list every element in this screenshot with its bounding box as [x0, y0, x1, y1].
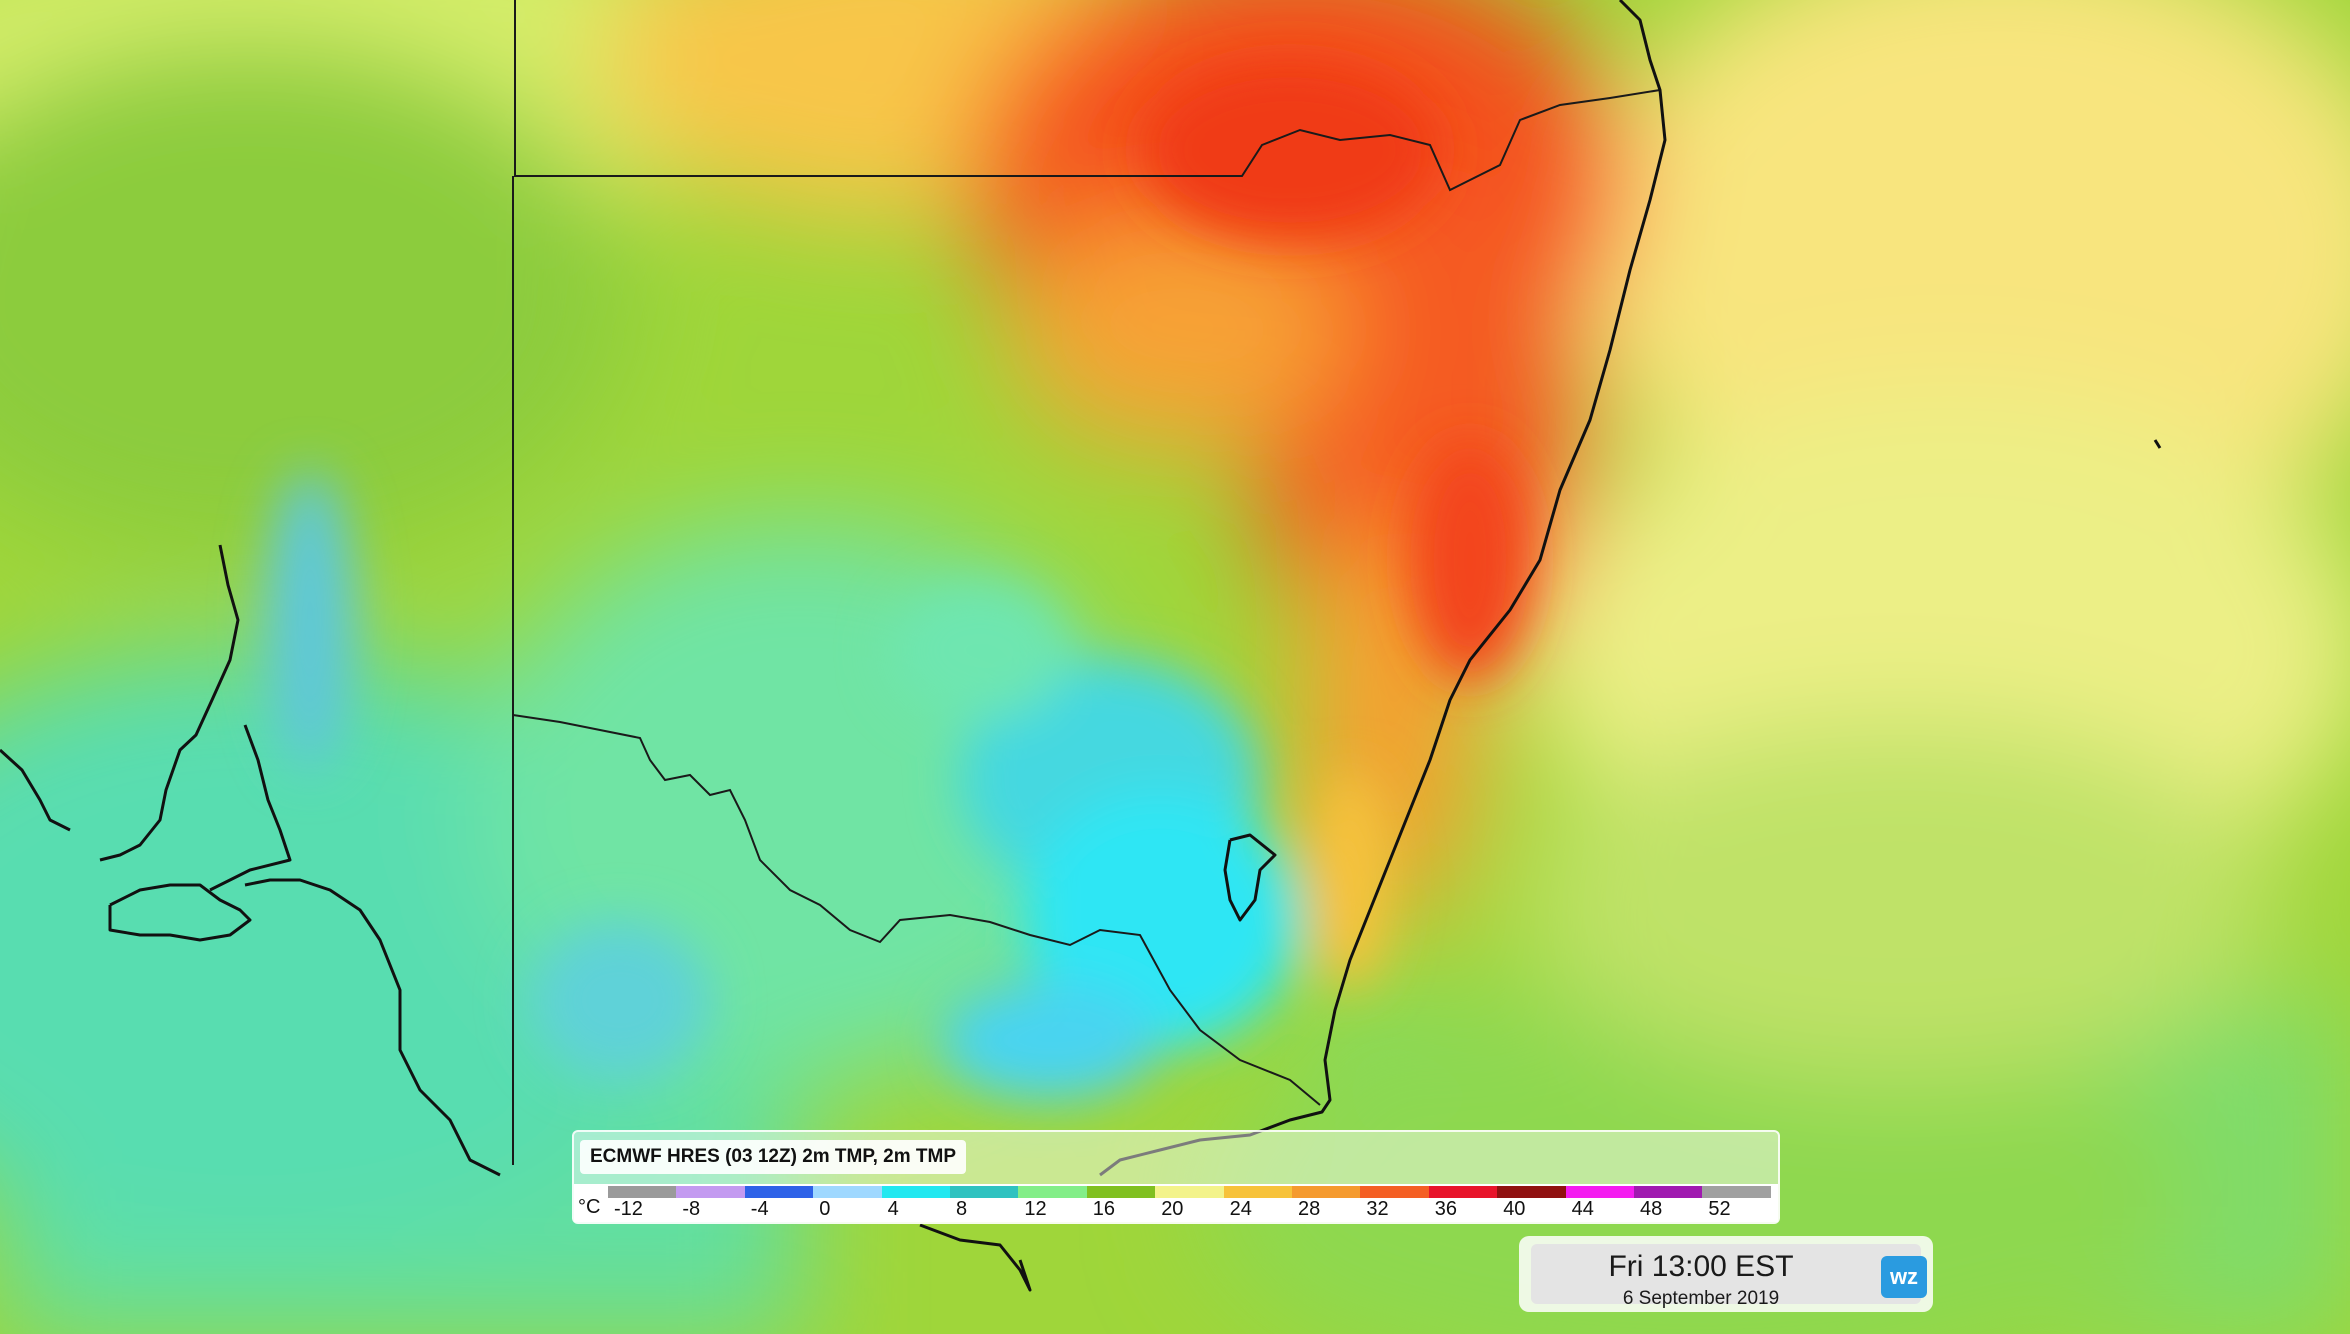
- legend-tick-label: 36: [1434, 1198, 1458, 1220]
- coastline: [0, 0, 2162, 1292]
- legend-tick-label: -8: [682, 1198, 701, 1220]
- legend-swatch: [1223, 1186, 1292, 1198]
- legend-tick-label: -12: [614, 1198, 643, 1220]
- legend-unit: °C: [578, 1196, 601, 1218]
- legend-swatch: [1497, 1186, 1566, 1198]
- legend-tick-label: 16: [1092, 1198, 1116, 1220]
- legend-tick-label: 4: [887, 1198, 899, 1220]
- legend-swatch: [1155, 1186, 1224, 1198]
- legend-tick-label: -4: [750, 1198, 769, 1220]
- legend-tick-label: 44: [1571, 1198, 1594, 1220]
- valid-date: 6 September 2019: [1622, 1288, 1780, 1309]
- legend-tick-label: 48: [1640, 1198, 1663, 1220]
- legend-swatch: [881, 1186, 950, 1198]
- legend-swatch: [1360, 1186, 1429, 1198]
- state-borders: [512, 0, 1661, 1165]
- legend-tick-label: 40: [1503, 1198, 1526, 1220]
- legend-swatch: [1292, 1186, 1361, 1198]
- legend-swatch: [1702, 1186, 1771, 1198]
- legend-tick-label: 52: [1708, 1198, 1731, 1220]
- weatherzone-logo-icon[interactable]: wz: [1881, 1256, 1927, 1298]
- timestamp-inner: Fri 13:00 EST 6 September 2019 wz: [1531, 1244, 1927, 1309]
- legend-swatch: [1018, 1186, 1087, 1198]
- legend-tick-label: 20: [1161, 1198, 1184, 1220]
- legend-tick-label: 12: [1024, 1198, 1047, 1220]
- legend-swatch: [608, 1186, 677, 1198]
- legend-tick-label: 24: [1229, 1198, 1252, 1220]
- legend-tick-label: 8: [956, 1198, 968, 1220]
- valid-time: Fri 13:00 EST: [1608, 1250, 1794, 1283]
- legend-swatch: [676, 1186, 745, 1198]
- timestamp-panel: Fri 13:00 EST 6 September 2019 wz: [1519, 1236, 1933, 1312]
- legend-swatch: [1086, 1186, 1156, 1198]
- color-legend: ECMWF HRES (03 12Z) 2m TMP, 2m TMP °C -1…: [572, 1130, 1780, 1224]
- legend-swatch: [744, 1186, 814, 1198]
- legend-swatch: [950, 1186, 1019, 1198]
- legend-title: ECMWF HRES (03 12Z) 2m TMP, 2m TMP: [580, 1140, 966, 1174]
- legend-swatch: [1634, 1186, 1703, 1198]
- legend-swatch: [1565, 1186, 1634, 1198]
- legend-swatch: [1428, 1186, 1498, 1198]
- legend-swatch: [813, 1186, 882, 1198]
- legend-tick-label: 28: [1298, 1198, 1321, 1220]
- legend-tick-label: 32: [1366, 1198, 1389, 1220]
- legend-tick-label: 0: [819, 1198, 831, 1220]
